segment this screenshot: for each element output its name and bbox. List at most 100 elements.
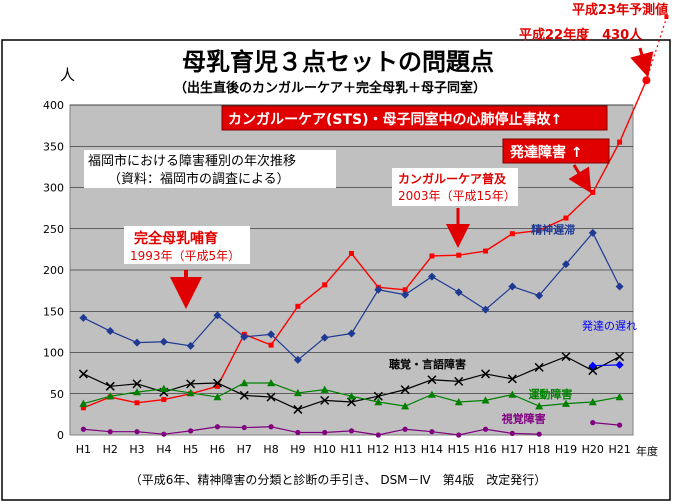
x-tick-label: H1	[76, 443, 91, 456]
projection-point-h23	[664, 15, 669, 19]
data-point-developmental	[590, 189, 596, 195]
chart-title: 福岡市における障害種別の年次推移	[88, 153, 296, 169]
x-axis-label: 年度	[636, 444, 658, 458]
data-point-visual	[375, 432, 381, 438]
data-point-developmental	[563, 215, 569, 221]
data-point-motor	[401, 402, 410, 410]
data-point-motor	[374, 398, 383, 406]
data-point-developmental	[134, 400, 140, 406]
data-point-visual	[616, 422, 623, 428]
data-point-visual	[80, 426, 87, 432]
data-point-visual	[322, 429, 328, 436]
data-point-developmental	[322, 282, 328, 288]
series-line-visual	[83, 426, 540, 436]
data-point-visual	[536, 431, 542, 437]
data-point-motor	[79, 399, 88, 407]
x-tick-label: H6	[210, 443, 225, 456]
data-point-hearing_speech	[454, 376, 464, 386]
page-subtitle: （出生直後のカンガルーケア＋完全母乳＋母子同室）	[174, 80, 486, 96]
data-point-mental_retardation	[401, 290, 410, 299]
y-tick-label: 350	[43, 140, 64, 153]
data-point-visual	[214, 424, 221, 430]
data-point-mental_retardation	[454, 288, 463, 297]
data-point-visual	[134, 429, 140, 435]
y-tick-label: 300	[43, 182, 64, 195]
data-point-visual	[402, 426, 408, 432]
data-point-visual	[509, 430, 515, 436]
data-point-visual	[348, 428, 355, 434]
data-point-visual	[107, 429, 113, 435]
x-tick-label: H15	[448, 443, 470, 456]
x-tick-label: H8	[263, 443, 278, 456]
data-point-developmental	[509, 231, 515, 237]
sts-banner	[221, 105, 608, 131]
data-point-developmental	[80, 405, 86, 411]
data-point-hearing_speech	[615, 352, 625, 362]
x-tick-label: H14	[421, 443, 443, 456]
data-point-motor	[535, 402, 544, 410]
data-point-hearing_speech	[105, 381, 115, 391]
breastfeeding-year: 1993年（平成5年）	[130, 249, 240, 263]
data-point-developmental	[349, 251, 354, 256]
projection-line-h22	[618, 79, 648, 143]
data-point-visual	[456, 432, 462, 438]
data-point-mental_retardation	[427, 272, 436, 281]
x-tick-label: H21	[608, 443, 630, 456]
y-axis-label: 人	[60, 66, 75, 84]
data-point-visual	[429, 429, 435, 435]
data-point-developmental	[295, 303, 301, 309]
kangaroo-box	[392, 168, 518, 206]
data-point-motor	[106, 392, 115, 400]
y-tick-label: 200	[43, 264, 64, 277]
y-tick-label: 250	[43, 223, 64, 236]
data-point-hearing_speech	[239, 390, 249, 400]
data-point-motor	[213, 393, 222, 401]
footnote: （平成6年、精神障害の分類と診断の手引き、 DSM－Ⅳ 第4版 改定発行）	[130, 472, 547, 487]
data-point-mental_retardation	[133, 338, 142, 347]
data-point-developmental	[268, 342, 274, 348]
data-point-hearing_speech	[561, 352, 571, 362]
data-point-motor	[320, 385, 329, 393]
series-label-visual: 視覚障害	[501, 411, 546, 425]
breastfeeding-box	[124, 226, 250, 264]
page-title: 母乳育児３点セットの問題点	[182, 48, 494, 76]
series-label-developmental_delay: 発達の遅れ	[582, 319, 637, 333]
y-tick-label: 0	[57, 429, 64, 442]
data-point-mental_retardation	[347, 329, 356, 338]
data-point-mental_retardation	[615, 282, 624, 291]
data-point-hearing_speech	[373, 391, 383, 401]
data-point-developmental	[402, 287, 408, 293]
data-point-visual	[482, 426, 489, 432]
chart-subtitle: （資料：福岡市の調査による）	[108, 171, 290, 187]
y-tick-label: 100	[43, 347, 64, 360]
x-tick-label: H20	[582, 443, 604, 456]
x-tick-label: H18	[528, 443, 550, 456]
data-point-motor	[561, 399, 570, 407]
x-tick-label: H19	[555, 443, 577, 456]
data-point-mental_retardation	[588, 228, 597, 237]
data-point-visual	[295, 429, 301, 436]
data-point-mental_retardation	[186, 341, 195, 350]
data-point-hearing_speech	[186, 379, 196, 389]
data-point-developmental_delay	[615, 360, 624, 369]
developmental-banner-text: 発達障害 ↑	[509, 144, 583, 161]
data-point-hearing_speech	[481, 369, 491, 379]
data-point-mental_retardation	[213, 311, 222, 320]
data-point-developmental_delay	[588, 361, 597, 370]
data-point-hearing_speech	[293, 404, 303, 414]
data-point-mental_retardation	[535, 291, 544, 300]
data-point-mental_retardation	[293, 355, 302, 364]
data-point-hearing_speech	[212, 378, 222, 388]
projection-h22-label: 平成22年度 430人	[519, 27, 643, 43]
x-tick-label: H10	[314, 443, 336, 456]
data-point-hearing_speech	[534, 362, 544, 372]
data-point-visual	[268, 424, 274, 430]
data-point-mental_retardation	[267, 330, 276, 339]
data-point-developmental	[429, 253, 435, 259]
data-point-motor	[133, 388, 142, 396]
data-point-mental_retardation	[481, 305, 490, 314]
data-point-hearing_speech	[266, 392, 276, 402]
x-tick-label: H16	[474, 443, 496, 456]
data-point-hearing_speech	[132, 379, 142, 389]
